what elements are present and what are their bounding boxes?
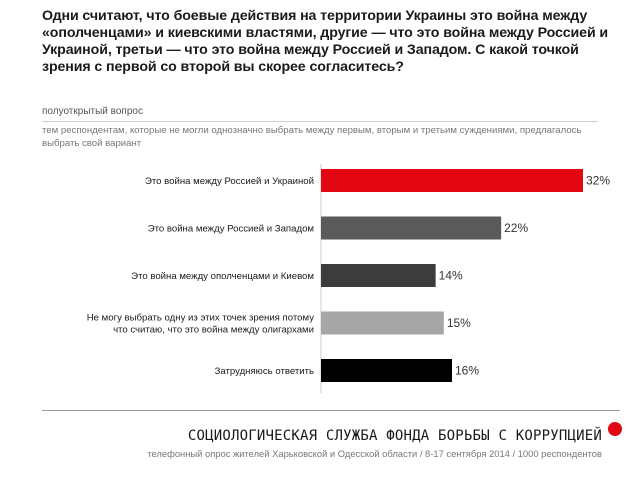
bar-2: [321, 216, 502, 240]
subtitle-divider: [42, 121, 598, 122]
question-title: Одни считают, что боевые действия на тер…: [42, 8, 609, 75]
bar-4: [321, 311, 444, 335]
survey-methodology: телефонный опрос жителей Харьковской и О…: [147, 448, 602, 459]
bar-category-label: Это война между ополченцами и Киевом: [131, 271, 314, 282]
bar-value-label: 14%: [439, 269, 463, 283]
bar-value-label: 32%: [586, 174, 610, 188]
organization-name: СОЦИОЛОГИЧЕСКАЯ СЛУЖБА ФОНДА БОРЬБЫ С КО…: [187, 428, 602, 444]
bar-3: [321, 264, 436, 287]
bar-category-label: что считаю, что это война между олигарха…: [113, 325, 314, 336]
bar-5: [321, 359, 452, 382]
question-type: полуоткрытый вопрос: [42, 106, 143, 117]
bar-value-label: 22%: [504, 221, 528, 235]
bar-chart: 32% Это война между Россией и Украиной 22%…: [87, 164, 610, 393]
bar-category-label: Затрудняюсь ответить: [215, 366, 314, 377]
bar-value-label: 15%: [447, 316, 471, 330]
question-note: тем респондентам, которые не могли одноз…: [42, 125, 582, 149]
bar-category-label: Это война между Россией и Украиной: [145, 176, 314, 187]
bar-category-label: Не могу выбрать одну из этих точек зрени…: [87, 313, 314, 324]
footer-divider: [42, 410, 620, 411]
brand-dot-icon: [608, 422, 622, 436]
bar-category-label: Это война между Россией и Западом: [148, 224, 314, 235]
bar-1: [321, 169, 583, 192]
bar-value-label: 16%: [455, 364, 479, 378]
